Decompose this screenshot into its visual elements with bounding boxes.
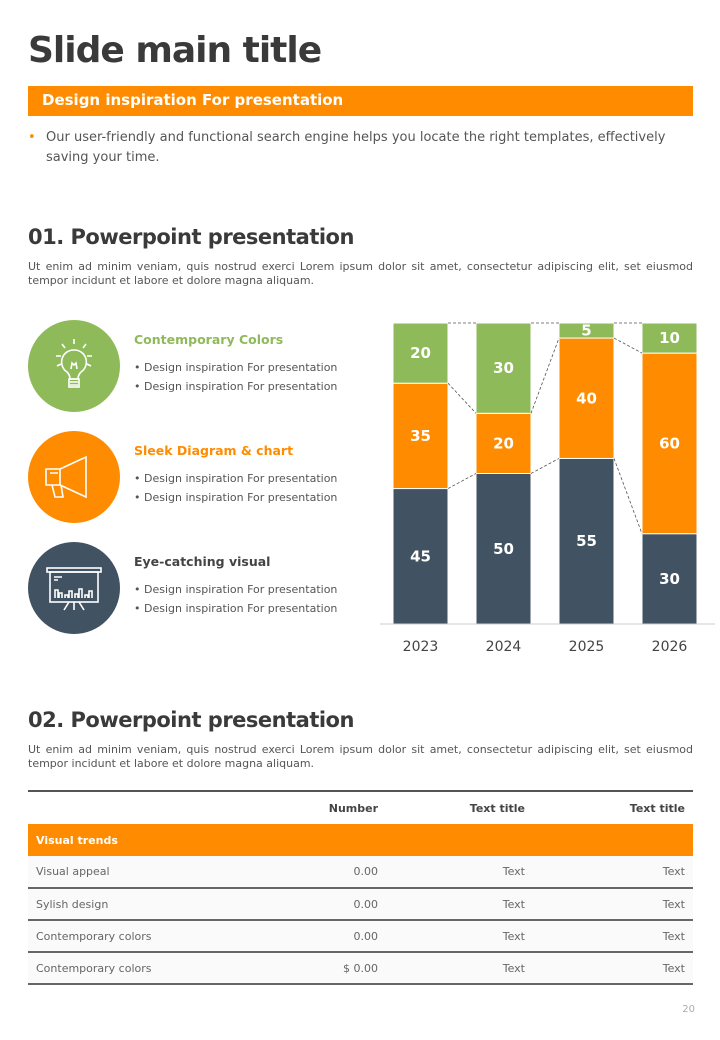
- feature-circle-2: [28, 431, 120, 523]
- table-cell: Text: [533, 856, 693, 889]
- table-cell: 0.00: [276, 856, 386, 889]
- table-cell: Contemporary colors: [28, 952, 276, 985]
- page-number: 20: [682, 1004, 695, 1015]
- section1-heading: 01. Powerpoint presentation: [28, 225, 354, 249]
- feature-list-2: • Design inspiration For presentation • D…: [134, 469, 337, 507]
- bullet-dot: •: [28, 130, 36, 145]
- column-header-text-title: Text title: [533, 790, 693, 824]
- feature-title-2: Sleek Diagram & chart: [134, 443, 294, 458]
- feature-item: • Design inspiration For presentation: [134, 602, 338, 615]
- table-cell: 0.00: [276, 888, 386, 921]
- feature-list-1: • Design inspiration For presentation • D…: [134, 358, 337, 396]
- table-cell: Contemporary colors: [28, 920, 276, 953]
- data-label: 60: [659, 434, 680, 452]
- table-cell: Text: [386, 856, 533, 889]
- data-label: 20: [493, 434, 514, 452]
- bar-2024-top: [475, 322, 532, 414]
- table-row: Contemporary colors $ 0.00 Text Text: [28, 952, 693, 985]
- connector-line: [447, 473, 477, 489]
- data-label: 5: [581, 322, 591, 340]
- feature-item: • Design inspiration For presentation: [134, 491, 338, 504]
- lightbulb-icon: [56, 339, 92, 388]
- bar-2024-middle: [475, 412, 532, 475]
- bar-2023-bottom: [392, 488, 449, 625]
- presentation-board-icon: [46, 567, 102, 611]
- table-cell: Text: [533, 920, 693, 953]
- table-cell: Text: [533, 952, 693, 985]
- bar-2026-middle: [641, 352, 698, 535]
- bar-2025-bottom: [558, 457, 615, 625]
- slide-title: Slide main title: [28, 30, 322, 71]
- bar-2025-middle: [558, 337, 615, 459]
- feature-item: • Design inspiration For presentation: [134, 472, 338, 485]
- table-cell: Text: [386, 888, 533, 921]
- bar-2023-middle: [392, 382, 449, 490]
- bar-2024-bottom: [475, 473, 532, 625]
- section2-heading: 02. Powerpoint presentation: [28, 708, 354, 732]
- table-cell: Visual appeal: [28, 856, 276, 889]
- feature-list-3: • Design inspiration For presentation • D…: [134, 580, 337, 618]
- connector-line: [530, 337, 560, 414]
- data-label: 20: [410, 344, 431, 362]
- table-section-row: Visual trends: [28, 824, 693, 856]
- feature-title-1: Contemporary Colors: [134, 332, 284, 347]
- stacked-bar-chart: 45 35 20 2023 50 20 30 2024 55 40 5 2025 30 60 10 2026: [380, 322, 715, 655]
- x-tick-label: 2026: [652, 639, 688, 655]
- section2-text: Ut enim ad minim veniam, quis nostrud ex…: [28, 743, 693, 770]
- data-label: 45: [410, 547, 431, 565]
- subtitle-banner: Design inspiration For presentation: [28, 86, 693, 116]
- data-table: Number Text title Text title Visual tren…: [28, 790, 693, 985]
- table-cell: Text: [533, 888, 693, 921]
- table-row: Contemporary colors 0.00 Text Text: [28, 920, 693, 953]
- table-cell: 0.00: [276, 920, 386, 953]
- column-header: [28, 790, 276, 824]
- feature-title-3: Eye-catching visual: [134, 554, 271, 569]
- table-row: Visual appeal 0.00 Text Text: [28, 856, 693, 889]
- bar-2026-top: [641, 322, 698, 354]
- intro-text: Our user-friendly and functional search …: [46, 130, 666, 165]
- megaphone-icon: [45, 455, 87, 499]
- intro-bullet: • Our user-friendly and functional search…: [28, 128, 668, 168]
- bar-2023-top: [392, 322, 449, 384]
- bar-2025-top: [558, 322, 615, 339]
- feature-item: • Design inspiration For presentation: [134, 361, 338, 374]
- data-label: 50: [493, 540, 514, 558]
- feature-circle-3: [28, 542, 120, 634]
- x-tick-label: 2025: [569, 639, 605, 655]
- table-row: Sylish design 0.00 Text Text: [28, 888, 693, 921]
- data-label: 55: [576, 532, 597, 550]
- data-label: 40: [576, 389, 597, 407]
- data-label: 30: [493, 359, 514, 377]
- table-header-row: Number Text title Text title: [28, 790, 693, 824]
- connector-line: [447, 382, 477, 414]
- table-cell: Text: [386, 952, 533, 985]
- feature-item: • Design inspiration For presentation: [134, 583, 338, 596]
- feature-item: • Design inspiration For presentation: [134, 380, 338, 393]
- connector-line: [613, 337, 643, 354]
- table-cell: Sylish design: [28, 888, 276, 921]
- data-label: 30: [659, 570, 680, 588]
- column-header-text-title: Text title: [386, 790, 533, 824]
- section1-text: Ut enim ad minim veniam, quis nostrud ex…: [28, 260, 693, 287]
- table-cell: Text: [386, 920, 533, 953]
- x-tick-label: 2023: [403, 639, 439, 655]
- data-label: 10: [659, 329, 680, 347]
- column-header-number: Number: [276, 790, 386, 824]
- x-tick-label: 2024: [486, 639, 522, 655]
- connector-line: [613, 458, 643, 534]
- feature-circle-1: [28, 320, 120, 412]
- connector-line: [530, 458, 560, 474]
- data-label: 35: [410, 427, 431, 445]
- table-cell: $ 0.00: [276, 952, 386, 985]
- section-label: Visual trends: [28, 824, 693, 856]
